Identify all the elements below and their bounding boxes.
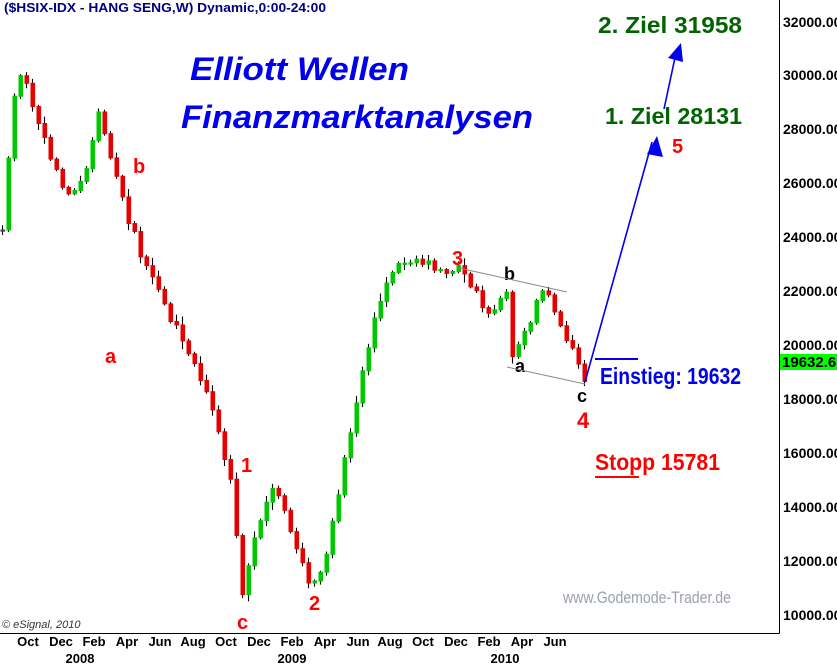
svg-text:b: b	[504, 264, 515, 284]
svg-text:16000.00: 16000.00	[783, 445, 837, 461]
svg-text:Apr: Apr	[314, 634, 336, 649]
svg-text:3: 3	[452, 248, 463, 270]
svg-text:18000.00: 18000.00	[783, 391, 837, 407]
svg-text:a: a	[105, 346, 117, 368]
svg-text:Apr: Apr	[116, 634, 138, 649]
svg-text:30000.00: 30000.00	[783, 67, 837, 83]
svg-text:© eSignal, 2010: © eSignal, 2010	[2, 619, 81, 631]
svg-text:2: 2	[309, 593, 320, 615]
svg-text:5: 5	[672, 136, 683, 158]
svg-text:Jun: Jun	[543, 634, 566, 649]
svg-text:Stopp 15781: Stopp 15781	[595, 449, 720, 475]
svg-text:Einstieg: 19632: Einstieg: 19632	[600, 363, 741, 389]
svg-text:Finanzmarktanalysen: Finanzmarktanalysen	[181, 99, 533, 135]
svg-text:Feb: Feb	[280, 634, 303, 649]
svg-text:Jun: Jun	[148, 634, 171, 649]
svg-text:2010: 2010	[491, 651, 520, 666]
svg-text:2009: 2009	[278, 651, 307, 666]
svg-text:4: 4	[577, 408, 590, 433]
svg-text:Jun: Jun	[346, 634, 369, 649]
svg-text:Apr: Apr	[511, 634, 533, 649]
svg-text:a: a	[515, 356, 526, 376]
svg-text:32000.00: 32000.00	[783, 14, 837, 30]
svg-text:19632.699: 19632.699	[782, 354, 837, 371]
svg-text:Feb: Feb	[477, 634, 500, 649]
svg-text:20000.00: 20000.00	[783, 337, 837, 353]
svg-text:12000.00: 12000.00	[783, 553, 837, 569]
svg-text:Dec: Dec	[49, 634, 73, 649]
svg-text:14000.00: 14000.00	[783, 499, 837, 515]
svg-text:10000.00: 10000.00	[783, 607, 837, 623]
svg-text:c: c	[577, 386, 587, 406]
svg-text:Elliott Wellen: Elliott Wellen	[190, 51, 409, 87]
svg-text:2008: 2008	[66, 651, 95, 666]
svg-text:($HSIX-IDX - HANG SENG,W) Dyna: ($HSIX-IDX - HANG SENG,W) Dynamic,0:00-2…	[4, 0, 326, 15]
svg-text:Oct: Oct	[17, 634, 39, 649]
svg-text:1. Ziel 28131: 1. Ziel 28131	[605, 103, 742, 129]
svg-text:Oct: Oct	[412, 634, 434, 649]
svg-text:2. Ziel 31958: 2. Ziel 31958	[598, 12, 742, 38]
svg-text:26000.00: 26000.00	[783, 175, 837, 191]
svg-text:Aug: Aug	[180, 634, 205, 649]
svg-text:c: c	[237, 612, 248, 634]
svg-text:Dec: Dec	[444, 634, 468, 649]
svg-text:1: 1	[241, 455, 252, 477]
svg-text:b: b	[133, 156, 145, 178]
svg-text:22000.00: 22000.00	[783, 283, 837, 299]
svg-text:24000.00: 24000.00	[783, 229, 837, 245]
svg-text:Oct: Oct	[215, 634, 237, 649]
svg-text:Feb: Feb	[82, 634, 105, 649]
svg-text:28000.00: 28000.00	[783, 121, 837, 137]
svg-text:Dec: Dec	[247, 634, 271, 649]
svg-text:www.Godemode-Trader.de: www.Godemode-Trader.de	[562, 588, 731, 607]
svg-text:Aug: Aug	[377, 634, 402, 649]
